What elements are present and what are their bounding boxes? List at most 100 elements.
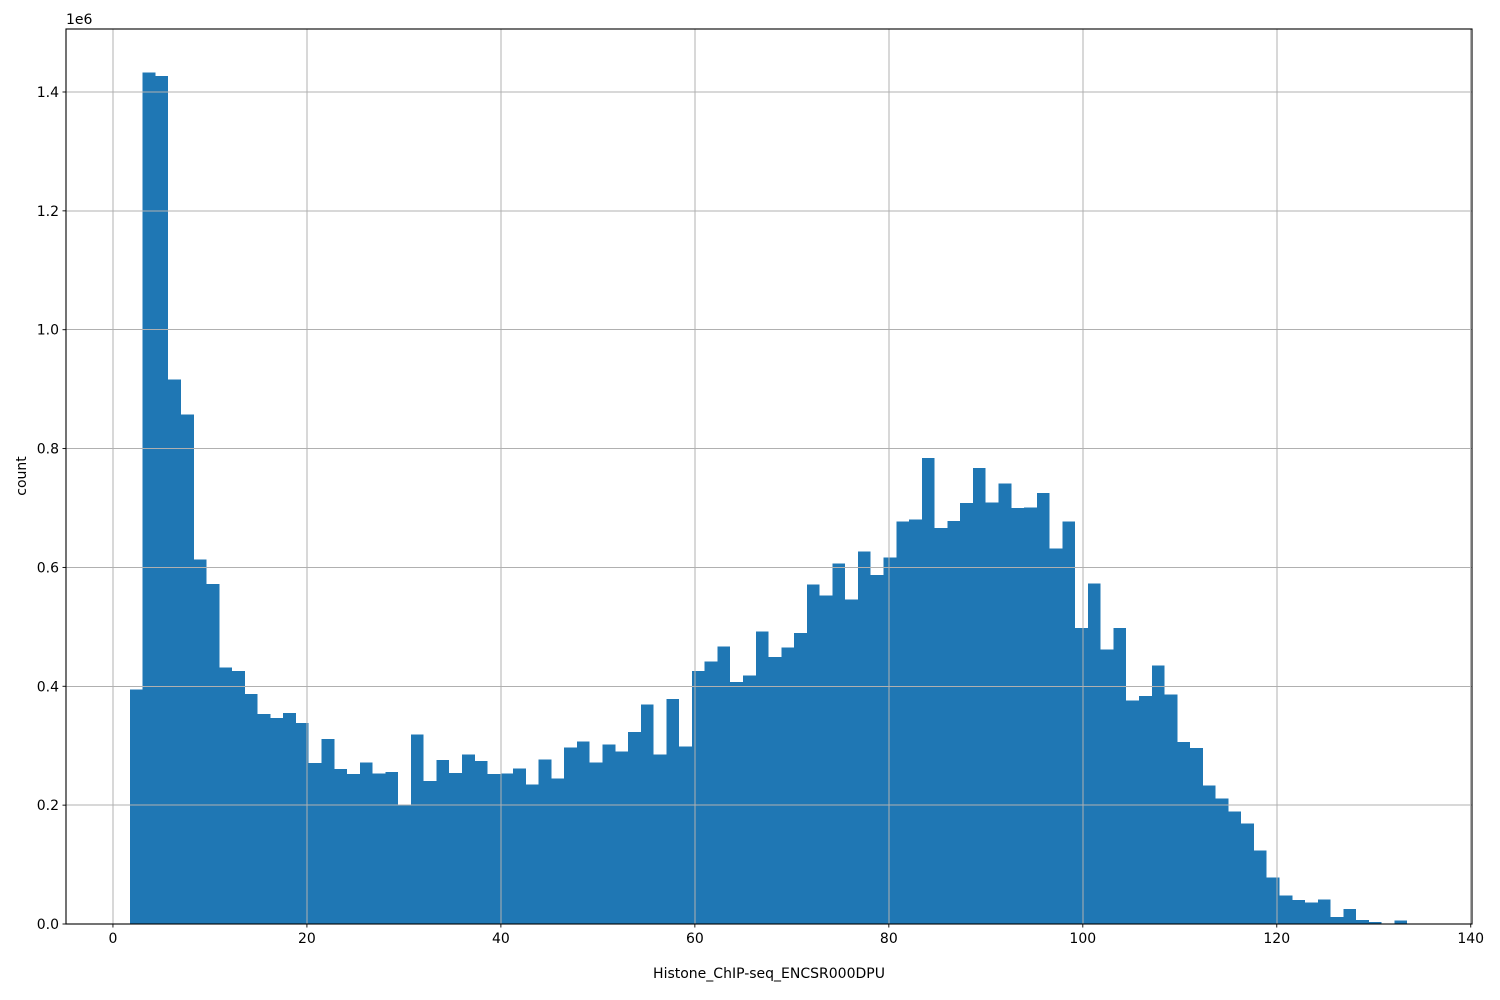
histogram-bar [219,667,233,924]
histogram-bar [1113,628,1127,924]
histogram-bar [1087,583,1101,924]
histogram-bar [1024,507,1037,924]
histogram-bar [691,670,705,924]
histogram-bar [1317,899,1331,924]
histogram-bar [1126,700,1139,924]
histogram-bar [1190,748,1203,924]
histogram-bar [972,468,986,924]
axes-spines [65,28,1473,925]
histogram-bar [155,75,169,925]
histogram-bar [1253,850,1267,924]
y-axis-label: count [14,456,30,496]
histogram-bar [538,759,552,924]
histogram-bar [960,503,973,924]
y-tick-label: 1.2 [37,204,59,220]
histogram-bar [308,762,322,924]
histogram-bar [449,773,463,924]
histogram-bar [321,739,335,924]
histogram-bar [1049,548,1063,924]
y-tick-label: 0.8 [37,442,59,458]
histogram-bar [385,771,399,924]
histogram-bar [730,682,744,924]
histogram-bar [1368,922,1382,924]
histogram-bar [551,778,565,924]
histogram-bar [845,599,858,924]
histogram-bar [768,657,782,924]
y-tick-label: 0.0 [37,917,59,933]
histogram-bar [781,647,795,924]
histogram-bar [640,704,654,924]
histogram-bar [525,784,539,924]
histogram-bar [921,458,935,924]
histogram-bar [487,774,501,924]
histogram-bar [615,751,629,924]
histogram-bar [564,747,577,924]
histogram-bar [513,768,526,924]
histogram-bar [295,723,309,924]
histogram-bar [870,575,884,924]
histogram-bar [283,713,296,924]
histogram-bar [653,754,667,924]
histogram-bar [1151,665,1165,924]
histogram-bar [1266,877,1280,924]
y-tick-label: 1.4 [37,85,59,101]
histogram-bar [576,741,590,924]
histogram-bar [270,717,284,924]
histogram-bar [193,559,207,924]
histogram-bar [589,762,603,924]
x-tick-label: 100 [1069,931,1096,947]
y-tick-label: 0.2 [37,798,59,814]
histogram-bar [1164,694,1178,924]
histogram-bar [1330,916,1344,924]
histogram-bar [896,521,910,924]
histogram-bar [934,528,948,924]
histogram-bar [1036,493,1050,924]
histogram-bar [1202,785,1216,924]
histogram-bar [359,762,373,924]
histogram-bar [1011,507,1025,924]
y-tick-label: 0.6 [37,560,59,576]
histogram-bar [462,754,475,924]
histogram-bar [806,584,820,924]
histogram-bar [372,773,386,924]
histogram-bar [1356,919,1369,924]
y-tick-label: 1.0 [37,323,59,339]
x-tick-label: 0 [108,931,117,947]
histogram-bar [1343,909,1357,924]
histogram-bar [1394,920,1408,924]
y-axis-offset-text: 1e6 [66,12,93,28]
x-tick-label: 60 [686,931,704,947]
histogram-bar [832,563,846,924]
histogram-bar [423,780,437,924]
histogram-bar [1215,798,1229,924]
histogram-bar [436,759,450,924]
histogram-bar [410,734,424,924]
histogram-bar [181,414,194,924]
histogram-bar [398,805,411,924]
y-tick-label: 0.4 [37,679,59,695]
histogram-bar [1062,521,1076,924]
histogram-bar [909,519,922,924]
histogram-bar [1241,823,1254,924]
histogram-bar [666,698,680,924]
histogram-bar [1138,695,1152,924]
histogram-bar [1228,811,1242,924]
histogram-bar [142,72,156,925]
histogram-bar [602,744,616,924]
histogram-bar [1279,895,1293,924]
histogram-bar [257,714,271,924]
histogram-bar [998,483,1012,924]
histogram-bar [1100,649,1114,924]
histogram-bar [500,773,514,924]
histogram-bar [206,584,220,924]
histogram-bar [1292,900,1306,924]
histogram-bar [679,746,692,924]
histogram-bar [129,689,143,924]
histogram-bar [628,732,641,924]
x-tick-label: 140 [1457,931,1484,947]
histogram-bar [474,761,488,924]
histogram-bar [883,557,897,924]
x-axis-label: Histone_ChIP-seq_ENCSR000DPU [653,966,885,982]
